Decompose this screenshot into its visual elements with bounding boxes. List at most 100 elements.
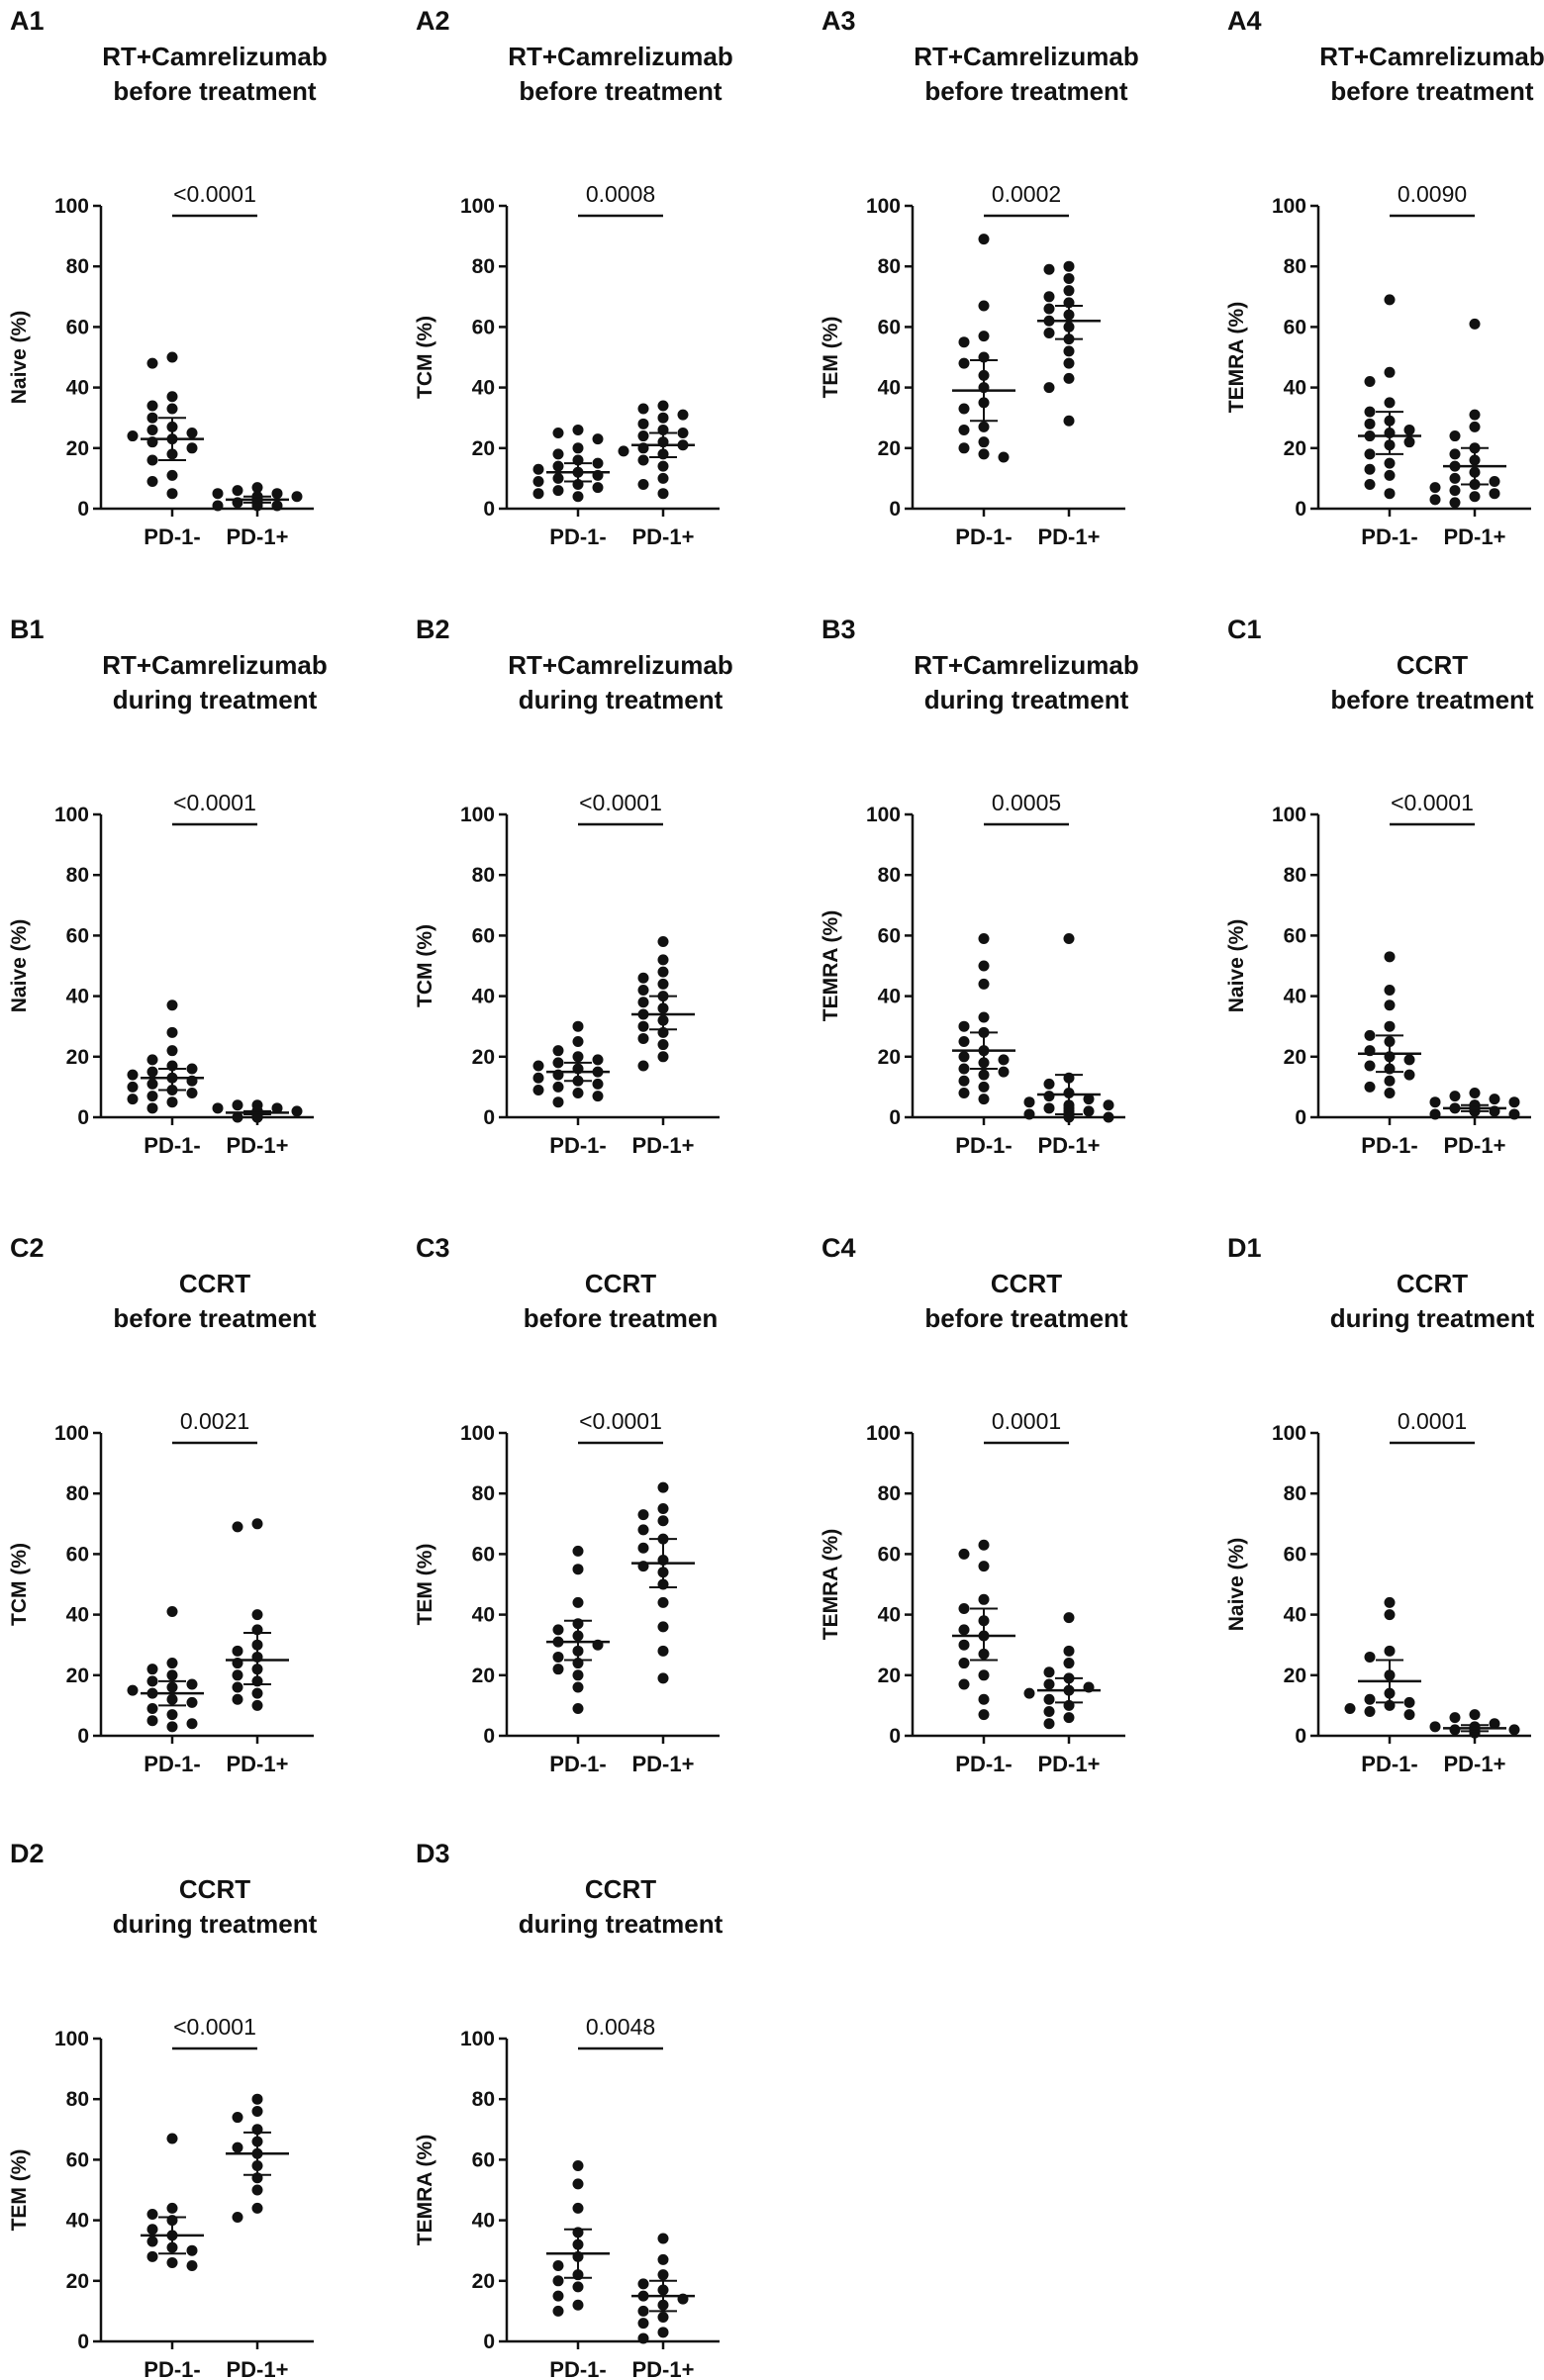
- panel-c2-label: C2: [10, 1233, 45, 1263]
- panel-a2-point-pd1-neg-9: [532, 463, 544, 475]
- panel-c3-y-tick-label-80: 80: [472, 1482, 495, 1505]
- panel-a2-point-pd1-neg-8: [552, 460, 564, 472]
- panel-a3-title-line-1: RT+Camrelizumab: [914, 42, 1139, 71]
- panel-c1-p-value: <0.0001: [1391, 790, 1474, 815]
- panel-c2-point-pd1-pos-15: [251, 1699, 263, 1711]
- panel-b3-point-pd1-pos-1: [1063, 932, 1075, 944]
- panel-c2-point-pd1-pos-14: [232, 1693, 243, 1705]
- panel-b1-point-pd1-pos-15: [232, 1111, 243, 1123]
- panel-d1-point-pd1-neg-4: [1364, 1651, 1376, 1663]
- panel-a2-point-pd1-pos-2: [637, 403, 649, 415]
- panel-b2-y-axis-label: TCM (%): [414, 924, 436, 1007]
- panel-d2-y-tick-label-60: 60: [66, 2148, 89, 2171]
- panel-d1-point-pd1-pos-2: [1449, 1712, 1461, 1724]
- panel-b2-point-pd1-neg-17: [592, 1091, 604, 1102]
- panel-c1-point-pd1-neg-13: [1384, 1075, 1396, 1087]
- panel-c4-y-axis-label: TEMRA (%): [820, 1529, 842, 1640]
- panel-a2-label: A2: [416, 6, 450, 36]
- panel-b1-point-pd1-pos-3: [271, 1102, 283, 1114]
- panel-a2-point-pd1-neg-18: [572, 491, 584, 503]
- panel-a2-point-pd1-neg-17: [532, 488, 544, 500]
- panel-d2-point-pd1-neg-9: [186, 2244, 198, 2256]
- panel-a4-y-tick-label-60: 60: [1284, 316, 1306, 338]
- panel-d2-point-pd1-neg-3: [146, 2208, 158, 2220]
- panel-a4-label: A4: [1227, 6, 1262, 36]
- panel-a1-category-label-1: PD-1-: [144, 524, 200, 549]
- panel-d1-y-tick-label-60: 60: [1284, 1543, 1306, 1566]
- panel-b1-point-pd1-neg-11: [146, 1078, 158, 1090]
- panel-a2-title-line-2: before treatment: [519, 76, 722, 106]
- panel-b1-point-pd1-neg-7: [146, 1066, 158, 1078]
- panel-b1-point-pd1-pos-2: [232, 1099, 243, 1111]
- panel-c3-y-axis-label: TEM (%): [414, 1544, 436, 1626]
- panel-a4-point-pd1-pos-4: [1449, 430, 1461, 442]
- panel-a2-y-tick-label-40: 40: [472, 377, 495, 400]
- panel-d1-label: D1: [1227, 1233, 1262, 1263]
- panel-b1-point-pd1-neg-17: [166, 1096, 178, 1108]
- panel-d1-p-value: 0.0001: [1398, 1408, 1467, 1434]
- panel-c4-label: C4: [821, 1233, 856, 1263]
- panel-a2-p-value: 0.0008: [586, 181, 655, 207]
- panel-c2-y-tick-label-80: 80: [66, 1482, 89, 1505]
- panel-a3-y-tick-label-0: 0: [889, 498, 901, 521]
- panel-a1-p-value: <0.0001: [173, 181, 256, 207]
- panel-c2-category-label-2: PD-1+: [227, 1752, 289, 1776]
- panel-d3-y-tick-label-80: 80: [472, 2088, 495, 2111]
- panel-b2-title-line-1: RT+Camrelizumab: [508, 650, 733, 680]
- panel-b1-y-tick-label-80: 80: [66, 864, 89, 887]
- panel-b3-point-pd1-neg-18: [978, 1094, 990, 1105]
- panel-d2-point-pd1-neg-7: [146, 2236, 158, 2247]
- panel-b3-point-pd1-neg-13: [998, 1066, 1010, 1078]
- panel-c3-point-pd1-neg-10: [552, 1651, 564, 1663]
- panel-a3-point-pd1-neg-4: [958, 336, 970, 348]
- panel-a1-category-label-2: PD-1+: [227, 524, 289, 549]
- panel-b3-category-label-1: PD-1-: [955, 1133, 1012, 1158]
- panel-a3-y-tick-label-40: 40: [878, 377, 901, 400]
- panel-a1-y-axis-label: Naive (%): [8, 311, 31, 405]
- panel-d2-point-pd1-neg-11: [166, 2256, 178, 2268]
- panel-d1-point-pd1-pos-6: [1449, 1724, 1461, 1736]
- panel-b1-label: B1: [10, 615, 45, 644]
- panel-d2-y-tick-label-100: 100: [54, 2028, 89, 2050]
- panel-a3-point-pd1-neg-10: [958, 403, 970, 415]
- panel-b3-point-pd1-neg-14: [978, 1069, 990, 1081]
- panel-a2-point-pd1-pos-16: [657, 472, 669, 484]
- panel-d1-category-label-1: PD-1-: [1361, 1752, 1417, 1776]
- panel-b3-y-tick-label-0: 0: [889, 1106, 901, 1129]
- panel-b2-point-pd1-neg-7: [532, 1060, 544, 1072]
- panel-a3-point-pd1-neg-6: [958, 357, 970, 369]
- panel-c3-point-pd1-pos-12: [657, 1596, 669, 1608]
- panel-c3-label: C3: [416, 1233, 450, 1263]
- panel-b3-point-pd1-pos-6: [1083, 1094, 1095, 1105]
- panel-d3-point-pd1-pos-9: [637, 2305, 649, 2317]
- panel-a3-point-pd1-neg-12: [958, 424, 970, 435]
- panel-c2-title-line-2: before treatment: [113, 1303, 316, 1333]
- panel-c2-point-pd1-neg-12: [146, 1702, 158, 1714]
- panel-d2-point-pd1-pos-2: [251, 2105, 263, 2117]
- panel-c3-title-line-2: before treatmen: [524, 1303, 719, 1333]
- panel-b3-y-tick-label-80: 80: [878, 864, 901, 887]
- panel-b3-point-pd1-neg-3: [978, 978, 990, 990]
- panel-d1-point-pd1-neg-11: [1364, 1706, 1376, 1718]
- panel-b1-point-pd1-neg-12: [127, 1081, 139, 1093]
- panel-c1-point-pd1-pos-14: [1429, 1108, 1441, 1120]
- panel-c1-y-tick-label-0: 0: [1295, 1106, 1306, 1129]
- panel-c4-point-pd1-pos-14: [1043, 1718, 1055, 1730]
- panel-c1-y-axis-label: Naive (%): [1225, 919, 1248, 1013]
- panel-b3-category-label-2: PD-1+: [1038, 1133, 1101, 1158]
- panel-d3-point-pd1-neg-10: [572, 2281, 584, 2293]
- panel-b2-y-tick-label-20: 20: [472, 1046, 495, 1069]
- panel-b3-title-line-1: RT+Camrelizumab: [914, 650, 1139, 680]
- panel-c4-point-pd1-pos-1: [1063, 1612, 1075, 1624]
- panel-c3-point-pd1-pos-3: [637, 1509, 649, 1521]
- panel-b3-point-pd1-pos-12: [1083, 1105, 1095, 1117]
- panel-a4-title-line-1: RT+Camrelizumab: [1319, 42, 1544, 71]
- panel-c3-point-pd1-neg-1: [572, 1545, 584, 1557]
- panel-c4-point-pd1-neg-7: [958, 1624, 970, 1636]
- panel-b2-point-pd1-pos-2: [657, 954, 669, 966]
- panel-a4-point-pd1-pos-13: [1429, 482, 1441, 494]
- panel-c3-title-line-1: CCRT: [585, 1269, 656, 1298]
- panel-b1-point-pd1-neg-8: [127, 1069, 139, 1081]
- panel-b2-point-pd1-pos-12: [637, 1020, 649, 1032]
